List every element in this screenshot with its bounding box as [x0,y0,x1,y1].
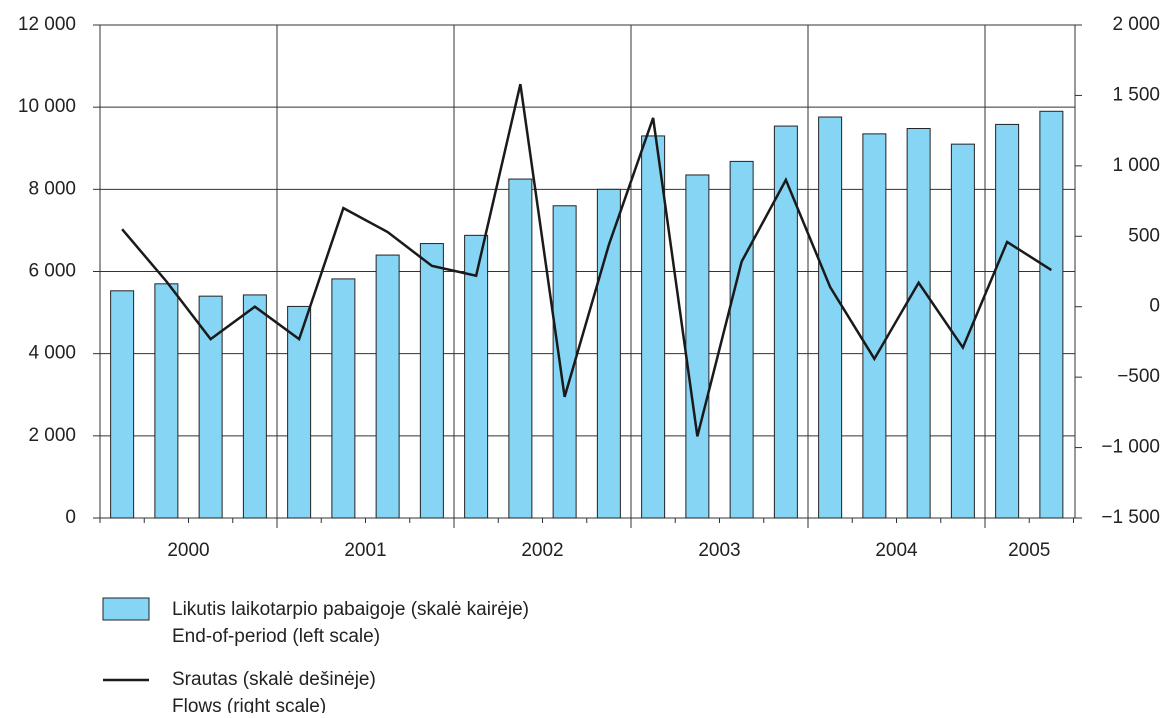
bar [862,133,887,519]
bar [287,305,312,519]
x-group-label: 2003 [698,540,740,561]
y-tick-label: 10 000 [18,96,76,117]
bar [110,290,135,519]
y-tick-label: 6 000 [28,261,76,282]
bar [995,123,1020,519]
bar [641,135,666,519]
bar [242,294,267,519]
legend-label: Srautas (skalė dešinėje) [172,669,376,690]
bar [375,254,400,519]
legend-label: End-of-period (left scale) [172,626,380,647]
y2-tick-label: −1 000 [1101,437,1160,458]
y2-tick-label: 500 [1128,225,1160,246]
y2-tick-label: 1 000 [1112,155,1160,176]
bar [773,125,798,519]
y2-tick-label: 0 [1149,296,1160,317]
y-tick-label: 4 000 [28,343,76,364]
x-group-label: 2005 [1008,540,1050,561]
line [121,83,1053,437]
bar [331,278,356,519]
bar [818,116,843,519]
bar [552,205,577,519]
bar [906,128,931,519]
y-tick-label: 12 000 [18,14,76,35]
y-tick-label: 2 000 [28,425,76,446]
y2-tick-label: −500 [1117,366,1160,387]
x-group-label: 2002 [521,540,563,561]
bar [1039,110,1064,519]
bar [419,243,444,519]
legend-label: Likutis laikotarpio pabaigoje (skalė kai… [172,599,529,620]
bar [508,178,533,519]
y2-tick-label: 2 000 [1112,14,1160,35]
bar [596,188,621,519]
y-tick-label: 8 000 [28,178,76,199]
x-group-label: 2001 [344,540,386,561]
y2-tick-label: 1 500 [1112,84,1160,105]
legend-swatch [102,597,150,621]
bar [198,295,223,519]
bar [729,160,754,519]
x-group-label: 2004 [875,540,918,561]
y-tick-label: 0 [65,507,76,528]
bar [685,174,710,519]
bar [154,283,179,519]
bar [464,234,489,519]
x-group-label: 2000 [167,540,209,561]
plot-frame [99,24,1076,519]
legend-label: Flows (right scale) [172,696,326,713]
y2-tick-label: −1 500 [1101,507,1160,528]
